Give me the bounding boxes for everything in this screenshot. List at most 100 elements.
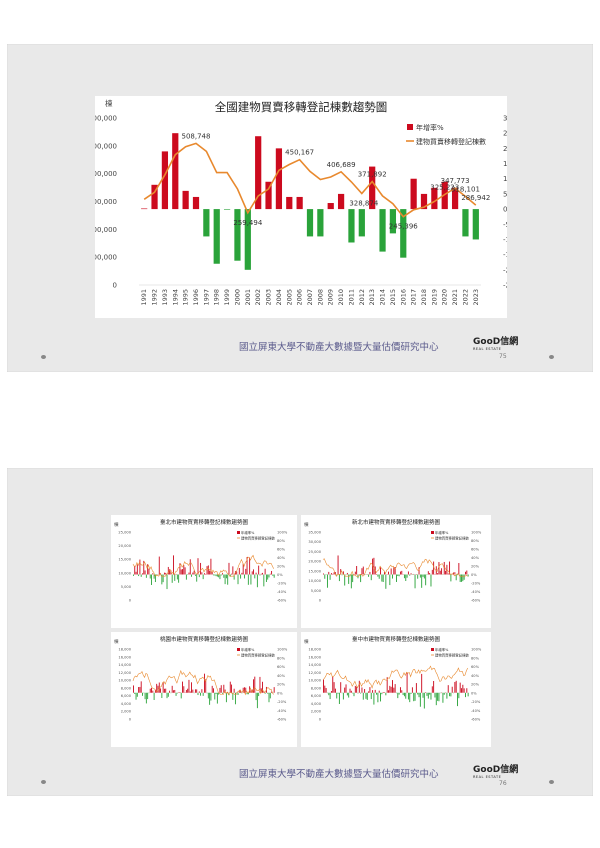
mini-y2-tick: 20% [471, 683, 480, 687]
mini-bar [435, 692, 437, 706]
mini-y-axis-label: 棟 [304, 521, 309, 528]
x-tick-label: 2011 [347, 289, 355, 306]
mini-bar [271, 570, 273, 575]
mini-bar [389, 685, 391, 693]
mini-legend-label-transactions: 建物買賣移轉登記棟數 [241, 653, 276, 658]
x-tick-label: 2016 [399, 289, 407, 306]
mini-bar [414, 692, 416, 701]
mini-bar [372, 690, 374, 693]
mini-bar [213, 688, 214, 693]
mini-bar [256, 692, 258, 709]
x-tick-label: 2021 [451, 289, 459, 306]
mini-bar [231, 684, 233, 693]
taipei-chart: 臺北市建物買賣移轉登記棟數趨勢圖 棟 25,000 20,000 15,000 10,00… [114, 518, 288, 603]
mini-y2-tick: -60% [277, 718, 287, 722]
mini-bar [218, 574, 220, 578]
mini-bar [188, 572, 190, 575]
mini-bar [206, 692, 208, 694]
mini-bar [376, 692, 378, 695]
mini-bar [216, 574, 218, 577]
bar-growth-2005 [286, 196, 293, 210]
mini-y-tick: 2,000 [311, 710, 322, 714]
mini-bar [201, 572, 203, 575]
mini-bar [413, 573, 415, 575]
bar-growth-1993 [161, 151, 169, 210]
mini-bar [136, 564, 138, 575]
mini-bar [197, 692, 199, 696]
bar-growth-1996 [192, 196, 200, 210]
mini-bar [410, 692, 412, 694]
mini-y2-tick: -20% [471, 582, 481, 586]
mini-bar [271, 691, 273, 693]
mini-bar [407, 692, 409, 700]
mini-y2-tick: 100% [471, 531, 482, 535]
mini-bar [154, 574, 156, 583]
mini-bar [377, 692, 379, 703]
mini-bar [326, 574, 328, 588]
mini-bar [220, 685, 222, 693]
mini-y-tick: 0 [129, 599, 132, 603]
mini-bar [337, 692, 339, 694]
mini-y-tick: 10,000 [118, 571, 131, 575]
x-tick-label: 2022 [461, 289, 469, 306]
mini-bar [467, 574, 469, 577]
mini-bar [273, 574, 275, 578]
mini-bar [222, 573, 223, 575]
mini-bar [205, 573, 207, 575]
mini-bar [240, 574, 242, 579]
mini-bar [369, 571, 371, 575]
mini-bar [385, 692, 387, 696]
mini-bar [439, 570, 441, 575]
mini-chart-title: 臺北市建物買賣移轉登記棟數趨勢圖 [160, 518, 249, 526]
mini-y2-tick: 40% [471, 674, 480, 678]
mini-bar [145, 574, 147, 578]
mini-bar [210, 692, 212, 701]
mini-bar [357, 692, 359, 694]
mini-y2-tick: -40% [471, 709, 481, 713]
mini-bar [139, 686, 141, 693]
mini-bar [198, 691, 200, 693]
mini-bar [459, 574, 461, 582]
mini-bar [466, 688, 468, 693]
mini-y2-tick: 100% [277, 648, 288, 652]
line-transactions [143, 142, 477, 218]
chart-panel-national: 全國建物買賣移轉登記棟數趨勢圖 棟 600,000 500,000 400,000 300… [88, 96, 521, 318]
mini-bar [352, 574, 354, 583]
mini-bar [378, 690, 380, 693]
mini-bar [196, 574, 198, 582]
new-taipei-chart: 新北市建物買賣移轉登記棟數趨勢圖 棟 35,000 30,000 25,000 20,00… [304, 518, 482, 603]
mini-y2-tick: 20% [277, 565, 286, 569]
bar-growth-2013 [369, 166, 376, 210]
mini-bar [149, 688, 151, 693]
mini-bar [194, 689, 196, 693]
mini-y-tick: 5,000 [311, 589, 322, 593]
mini-bar [215, 574, 217, 577]
mini-legend-label-transactions: 建物買賣移轉登記棟數 [435, 653, 470, 658]
mini-bar [434, 692, 436, 698]
mini-bar [433, 680, 435, 693]
mini-bar [328, 571, 330, 575]
mini-bar [238, 568, 240, 575]
mini-bar [213, 574, 214, 576]
mini-bar [336, 692, 338, 699]
mini-bar [179, 563, 181, 575]
mini-bar [251, 689, 253, 693]
mini-bar [405, 692, 407, 699]
x-tick-label: 1992 [151, 289, 159, 306]
mini-bar [173, 555, 174, 575]
mini-bar [447, 573, 449, 575]
mini-bar [265, 574, 267, 582]
mini-bar [133, 574, 134, 576]
mini-bar [268, 692, 270, 703]
x-tick-label: 2014 [379, 289, 387, 306]
mini-bar [227, 691, 229, 693]
mini-bar [421, 574, 423, 588]
chart-panel-taoyuan: 桃園市建物買賣移轉登記棟數趨勢圖 棟 18,000 16,000 14,000 12,00… [111, 632, 297, 747]
mini-bar [201, 689, 203, 693]
mini-bar [462, 574, 464, 582]
mini-y-tick: 35,000 [308, 531, 321, 535]
mini-bar [216, 692, 218, 704]
x-tick-label: 2004 [275, 289, 283, 306]
mini-bar [233, 574, 235, 580]
mini-bar [253, 569, 254, 575]
